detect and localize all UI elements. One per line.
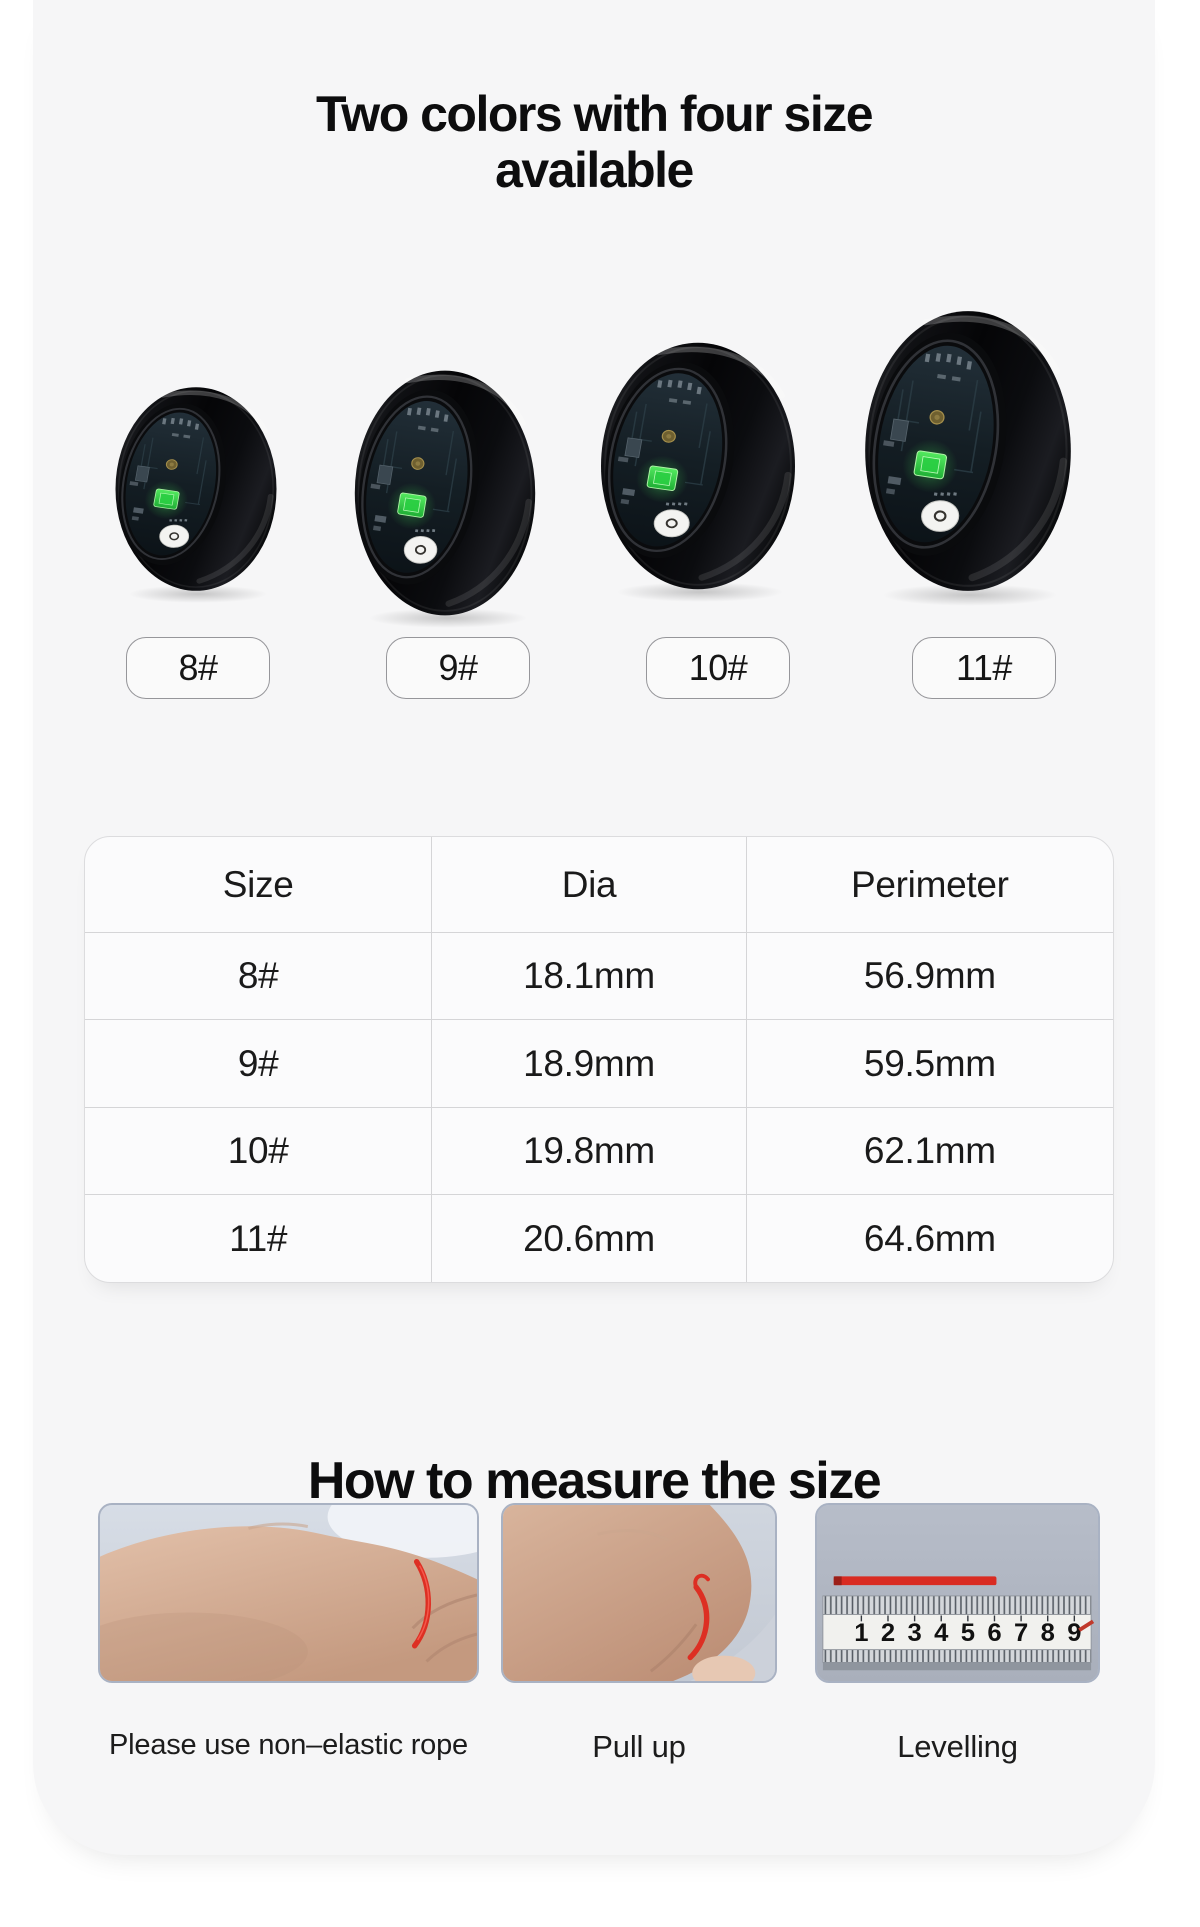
- rope-bar: [833, 1576, 997, 1586]
- ruler-number: 8: [1041, 1619, 1055, 1647]
- ring-photo-size-9: [352, 368, 538, 618]
- table-cell: 19.8mm: [432, 1107, 747, 1196]
- table-cell: 59.5mm: [746, 1020, 1113, 1108]
- ring-shadow: [616, 582, 784, 602]
- table-header-dia: Dia: [432, 837, 747, 933]
- step-caption-rope: Please use non–elastic rope: [109, 1729, 468, 1761]
- hand-pull-up-illustration: [503, 1505, 775, 1681]
- ruler-number: 6: [987, 1619, 1001, 1647]
- size-pill-11: 11#: [912, 637, 1056, 699]
- ring-shadow: [368, 608, 528, 628]
- ring-shadow: [128, 585, 268, 603]
- size-table: Size Dia Perimeter 8# 18.1mm 56.9mm 9# 1…: [84, 836, 1114, 1283]
- step-photo-levelling: 1 2 3 4 5 6 7 8 9: [815, 1503, 1100, 1683]
- size-pill-label: 9#: [438, 647, 478, 688]
- step-caption-pull-up: Pull up: [592, 1729, 686, 1764]
- size-pill-label: 11#: [956, 647, 1012, 688]
- size-pill-8: 8#: [126, 637, 270, 699]
- table-header-row: Size Dia Perimeter: [85, 837, 1113, 933]
- page-title: Two colors with four size available: [315, 85, 874, 198]
- ruler-number: 3: [907, 1619, 921, 1647]
- table-row: 10# 19.8mm 62.1mm: [85, 1107, 1113, 1196]
- measure-section-title: How to measure the size: [307, 1452, 882, 1511]
- hand-with-rope-illustration: [100, 1505, 477, 1681]
- table-row: 8# 18.1mm 56.9mm: [85, 933, 1113, 1021]
- ruler-number: 1: [854, 1619, 868, 1647]
- table-cell: 9#: [85, 1020, 433, 1108]
- step-photo-pull-up: [501, 1503, 777, 1683]
- table-cell: 8#: [85, 933, 433, 1021]
- table-cell: 62.1mm: [746, 1108, 1113, 1196]
- ring-shadow: [882, 584, 1058, 606]
- ring-photo-size-8: [113, 385, 279, 593]
- table-row: 11# 20.6mm 64.6mm: [85, 1195, 1113, 1282]
- ring-photo-size-10: [598, 340, 798, 592]
- ring-photo-size-11: [862, 308, 1074, 594]
- step-caption-levelling: Levelling: [897, 1729, 1018, 1764]
- table-header-size: Size: [85, 837, 433, 933]
- table-cell: 11#: [85, 1195, 433, 1282]
- ruler-number: 5: [961, 1619, 975, 1647]
- ruler-number: 9: [1067, 1619, 1081, 1647]
- step-photo-rope: [98, 1503, 479, 1683]
- table-cell: 18.9mm: [432, 1020, 747, 1108]
- ruler-levelling-illustration: 1 2 3 4 5 6 7 8 9: [817, 1505, 1098, 1681]
- table-header-perimeter: Perimeter: [746, 837, 1113, 933]
- table-cell: 64.6mm: [863, 1217, 996, 1259]
- size-pill-9: 9#: [386, 637, 530, 699]
- ruler-number: 4: [934, 1619, 949, 1647]
- size-pill-label: 8#: [178, 647, 218, 688]
- table-cell: 20.6mm: [432, 1195, 747, 1282]
- size-pill-label: 10#: [688, 647, 748, 688]
- ruler-number: 7: [1014, 1619, 1028, 1647]
- ruler-scale: 1 2 3 4 5 6 7 8 9: [854, 1619, 1081, 1647]
- size-pill-10: 10#: [646, 637, 790, 699]
- table-row: 9# 18.9mm 59.5mm: [85, 1020, 1113, 1108]
- table-cell: 10#: [85, 1107, 433, 1196]
- table-cell: 18.1mm: [432, 933, 747, 1021]
- table-cell: 56.9mm: [746, 933, 1113, 1021]
- ruler-number: 2: [881, 1619, 895, 1647]
